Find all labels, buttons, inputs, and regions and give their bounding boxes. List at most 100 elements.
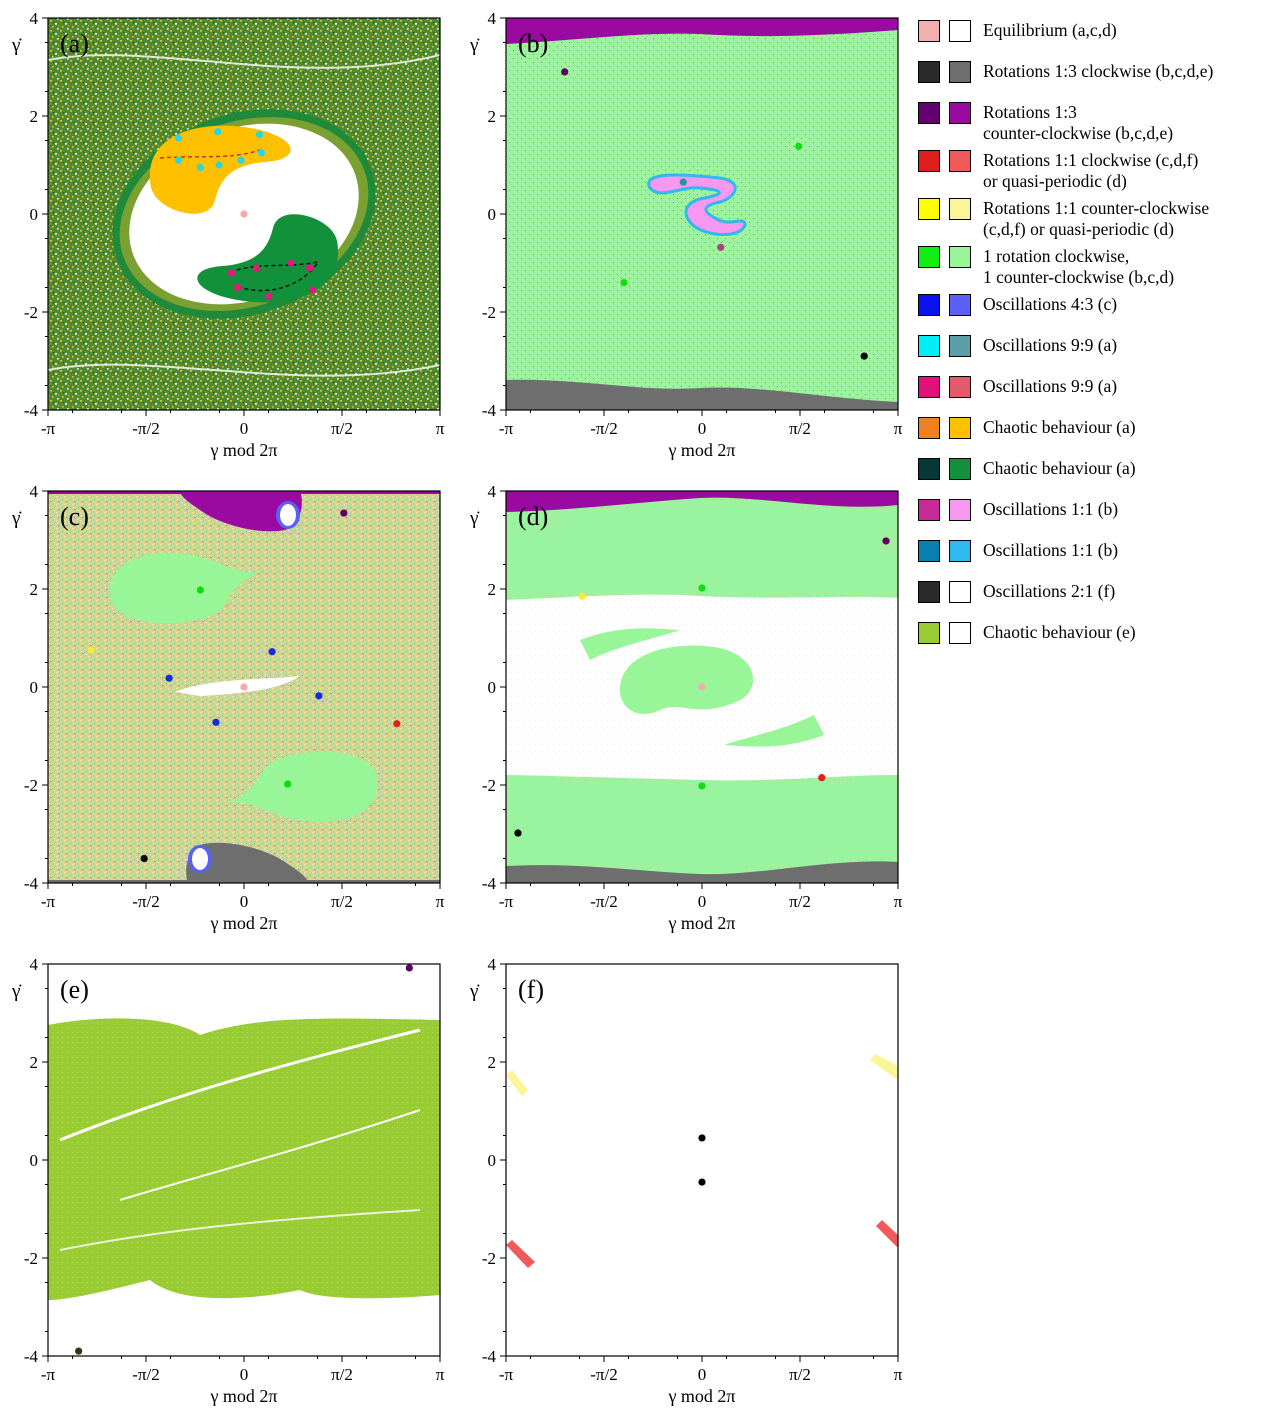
y-axis-label: γ̇ [469,508,480,529]
legend-swatch-dark [918,417,940,439]
y-tick-label: -2 [482,303,496,322]
y-tick-label: 0 [488,1151,497,1170]
x-axis-label: γ mod 2π [667,440,735,460]
legend-swatch-dark [918,150,940,172]
y-tick-label: 4 [488,955,497,974]
data-point [561,68,569,76]
legend-item: Oscillations 9:9 (a) [918,376,1278,398]
legend-swatch-light [949,376,971,398]
axes-layer: -π -π/2 0 π/2 π -4 -2 0 2 4 γ mod 2π γ̇ (a) -π -π/2 0 π/… [11,9,903,1406]
legend-swatch-dark [918,20,940,42]
legend-item: 1 rotation clockwise, 1 counter-clockwis… [918,246,1278,288]
x-tick-label: π [894,1365,903,1384]
x-tick-label: -π [499,892,514,911]
data-point [174,156,183,164]
y-axis-label: γ̇ [11,981,22,1002]
legend-label: Rotations 1:1 clockwise (c,d,f) or quasi… [983,150,1199,191]
data-point [240,683,248,691]
data-point [818,774,826,782]
legend-swatch-dark [918,458,940,480]
data-point [268,648,276,656]
x-tick-label: 0 [698,892,707,911]
y-tick-label: 4 [30,955,39,974]
legend-swatch-light [949,294,971,316]
x-tick-label: -π/2 [590,419,617,438]
legend-label: Rotations 1:1 counter-clockwise (c,d,f) … [983,198,1210,239]
legend-swatch-light [949,581,971,603]
data-point [309,286,317,294]
y-tick-label: 2 [30,107,39,126]
legend-item: Oscillations 1:1 (b) [918,540,1278,562]
y-tick-label: 2 [488,1053,497,1072]
data-point [620,279,628,287]
y-axis-label: γ̇ [469,981,480,1002]
legend-swatch-dark [918,102,940,124]
y-tick-label: -4 [482,401,497,420]
x-tick-label: 0 [698,419,707,438]
y-axis-label: γ̇ [469,35,480,56]
x-tick-label: π [894,892,903,911]
data-point [257,149,266,157]
x-tick-label: π/2 [789,419,811,438]
x-tick-label: -π/2 [132,1365,159,1384]
data-point [214,128,222,136]
y-tick-label: -4 [482,874,497,893]
y-tick-label: 2 [30,1053,39,1072]
legend-item: Chaotic behaviour (a) [918,458,1278,480]
legend-item: Oscillations 4:3 (c) [918,294,1278,316]
x-tick-label: 0 [240,892,249,911]
legend-swatch-dark [918,540,940,562]
y-tick-label: -2 [24,776,38,795]
legend-swatch-dark [918,581,940,603]
data-point [698,584,706,592]
legend-label: Chaotic behaviour (a) [983,458,1136,478]
y-tick-label: 4 [30,9,39,28]
x-tick-label: -π/2 [132,419,159,438]
data-point [882,537,890,545]
data-point [252,264,261,272]
x-tick-label: π/2 [789,892,811,911]
legend-swatch-dark [918,376,940,398]
legend-swatch-light [949,335,971,357]
legend-item: Oscillations 9:9 (a) [918,335,1278,357]
legend-item: Rotations 1:1 counter-clockwise (c,d,f) … [918,198,1278,240]
data-point [234,283,242,292]
panel-label-a: (a) [60,29,89,58]
legend-label: 1 rotation clockwise, 1 counter-clockwis… [983,246,1175,287]
legend-item: Rotations 1:1 clockwise (c,d,f) or quasi… [918,150,1278,192]
data-point [698,1134,706,1142]
legend-item: Rotations 1:3 clockwise (b,c,d,e) [918,61,1278,83]
legend-swatch-light [949,499,971,521]
data-point [795,142,803,150]
legend-label: Rotations 1:3 clockwise (b,c,d,e) [983,61,1214,81]
legend-item: Oscillations 1:1 (b) [918,499,1278,521]
points-layer [75,68,890,1355]
y-axis-label: γ̇ [11,35,22,56]
x-tick-label: -π [41,892,56,911]
y-tick-label: 0 [488,205,497,224]
data-point [196,586,204,594]
data-point [405,964,413,972]
legend-swatch-dark [918,246,940,268]
legend-item: Equilibrium (a,c,d) [918,20,1278,42]
data-point [698,683,706,691]
x-tick-label: -π [499,419,514,438]
y-tick-label: -2 [24,303,38,322]
y-tick-label: 2 [488,580,497,599]
data-point [215,161,223,169]
panel-e-background [48,964,440,1356]
y-tick-label: -2 [24,1249,38,1268]
data-point [75,1347,83,1355]
y-tick-label: 0 [488,678,497,697]
legend-item: Chaotic behaviour (a) [918,417,1278,439]
x-axis-label: γ mod 2π [209,913,277,933]
y-tick-label: 4 [488,482,497,501]
legend-label: Oscillations 9:9 (a) [983,376,1118,396]
legend-swatch-dark [918,499,940,521]
data-point [698,782,706,790]
legend-label: Oscillations 2:1 (f) [983,581,1116,601]
y-tick-label: -4 [24,401,39,420]
data-point [393,720,401,728]
x-tick-label: -π/2 [132,892,159,911]
data-point [87,646,95,654]
